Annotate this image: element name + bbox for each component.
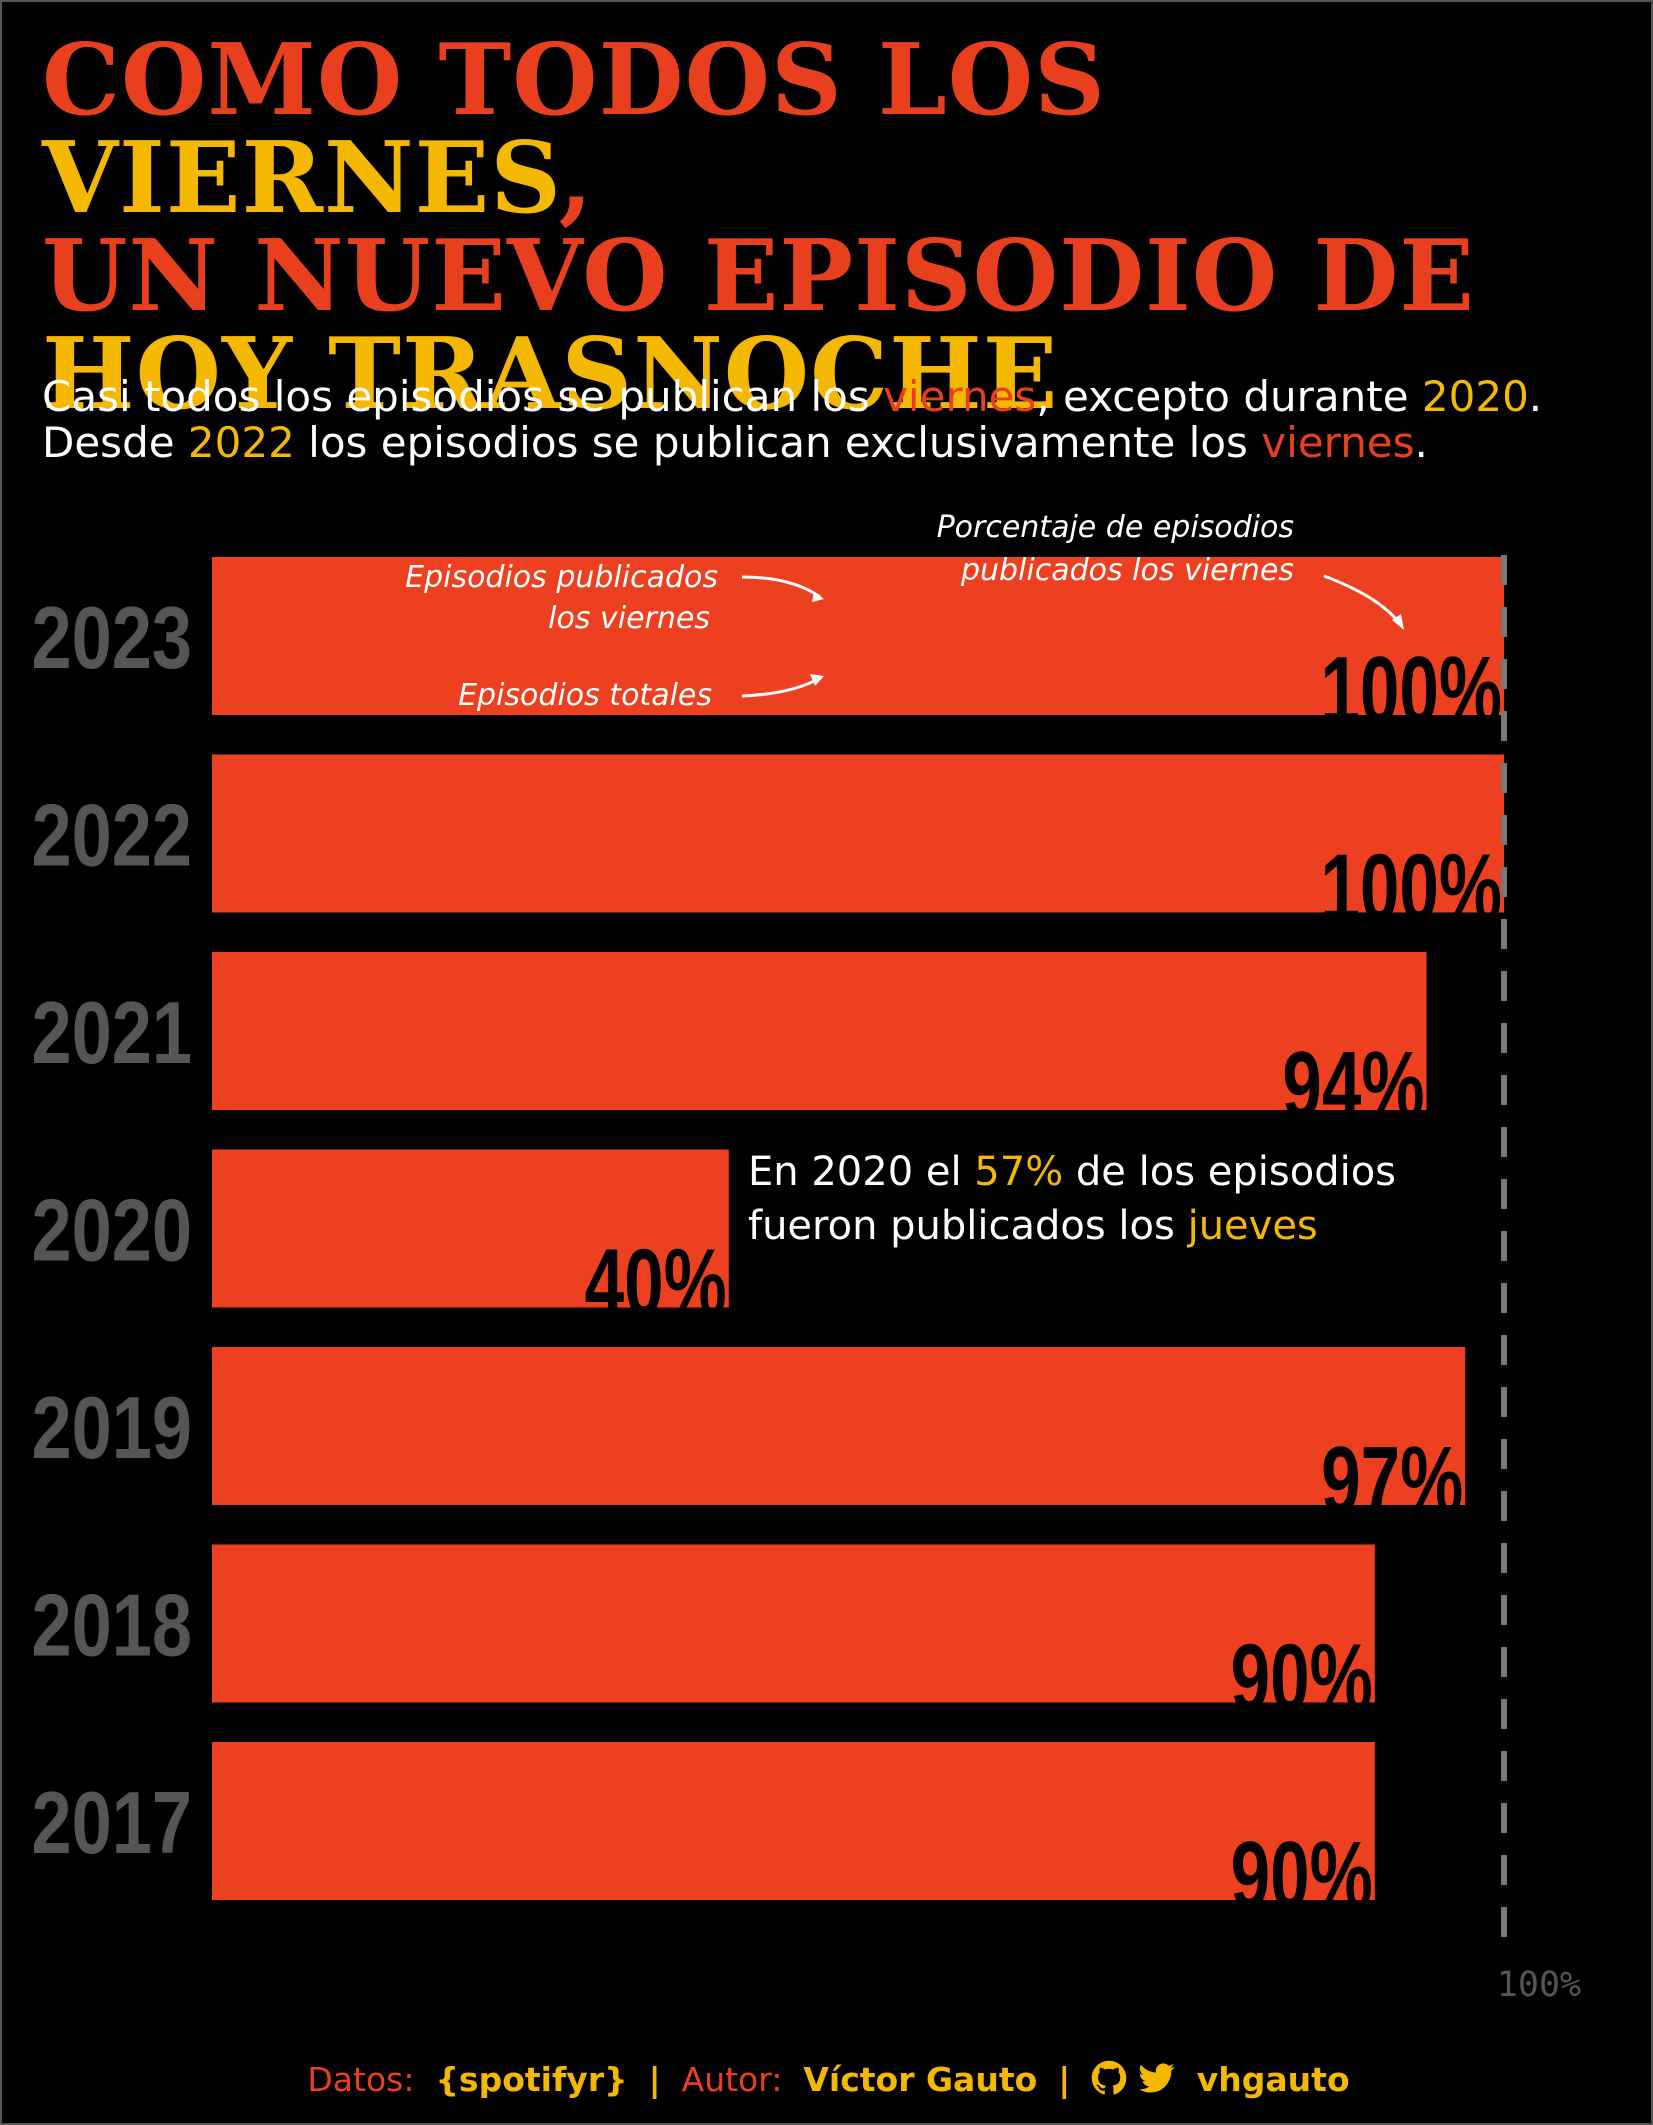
subtitle-l2-c: los episodios se publican exclusivamente… <box>294 418 1262 467</box>
value-label-2017: 90% <box>1231 1822 1373 1929</box>
value-label-2022: 100% <box>1320 834 1502 941</box>
annotation-viernes-l1: Episodios publicados <box>405 560 718 595</box>
footer-autor-label: Autor: <box>681 2060 783 2099</box>
footer-autor-value[interactable]: Víctor Gauto <box>803 2060 1038 2099</box>
subtitle-l2-viernes: viernes <box>1261 418 1415 467</box>
subtitle-l1-a: Casi todos los episodios se publican los <box>42 372 884 421</box>
title-line1-a: COMO TODOS LOS <box>42 23 1106 138</box>
subtitle-l2-2022: 2022 <box>187 418 295 467</box>
annotation-viernes-l2: los viernes <box>548 601 710 636</box>
year-label-2021: 2021 <box>31 984 192 1082</box>
subtitle-l2-e: . <box>1414 418 1428 467</box>
footer-datos-value: {spotifyr} <box>435 2060 628 2099</box>
value-label-2018: 90% <box>1231 1624 1373 1731</box>
value-label-2021: 94% <box>1282 1032 1424 1139</box>
value-label-2020: 40% <box>585 1229 727 1336</box>
bar-2019 <box>212 1347 1466 1505</box>
value-label-2019: 97% <box>1321 1427 1463 1534</box>
note-l2-a: fueron publicados los <box>748 1203 1188 1249</box>
note-l1-a: En 2020 el <box>748 1149 974 1195</box>
title-line2: UN NUEVO EPISODIO DE <box>42 219 1476 334</box>
subtitle-l1-viernes: viernes <box>883 372 1037 421</box>
github-icon[interactable] <box>1091 2060 1127 2096</box>
note-l1-pct: 57% <box>974 1149 1063 1195</box>
footer-handle[interactable]: vhgauto <box>1196 2060 1350 2099</box>
footer-sep-2: | <box>1058 2060 1071 2099</box>
year-label-2023: 2023 <box>31 589 192 687</box>
year-label-2019: 2019 <box>31 1379 192 1477</box>
subtitle-l1-c: , excepto durante <box>1036 372 1422 421</box>
title-line3: HOY TRASNOCHE <box>42 317 1059 432</box>
twitter-icon[interactable] <box>1138 2060 1176 2096</box>
annotation-pct-l2: publicados los viernes <box>960 553 1294 588</box>
year-label-2022: 2022 <box>31 787 192 885</box>
footer: Datos: {spotifyr} | Autor: Víctor Gauto … <box>2 2060 1653 2099</box>
note-line2: fueron publicados los jueves <box>748 1203 1318 1249</box>
bars-layer: 2023 100% 2022 100% 2021 94% 2020 40% 2019 97% 201… <box>31 557 1504 1928</box>
legend-annotations: Episodios publicados los viernes Episodi… <box>405 510 1404 713</box>
bar-2023 <box>212 557 1504 715</box>
page-title: COMO TODOS LOS VIERNES, UN NUEVO EPISODI… <box>42 32 1642 424</box>
year-label-2017: 2017 <box>31 1774 192 1872</box>
subtitle: Casi todos los episodios se publican los… <box>42 374 1622 466</box>
year-label-2018: 2018 <box>31 1577 192 1675</box>
reference-line-label: 100% <box>1497 1965 1581 2005</box>
subtitle-l2-a: Desde <box>42 418 188 467</box>
footer-sep-1: | <box>648 2060 661 2099</box>
subtitle-l1-2020: 2020 <box>1421 372 1529 421</box>
note-line1: En 2020 el 57% de los episodios <box>748 1149 1396 1195</box>
note-2020: En 2020 el 57% de los episodios fueron p… <box>748 1149 1396 1249</box>
bar-2022 <box>212 754 1504 913</box>
bar-2017 <box>212 1742 1375 1900</box>
annotation-pct-l1: Porcentaje de episodios <box>937 510 1294 545</box>
title-line1-highlight: VIERNES <box>42 121 559 236</box>
note-l2-jueves: jueves <box>1187 1203 1318 1249</box>
note-l1-c: de los episodios <box>1063 1149 1396 1195</box>
title-line1-comma: , <box>558 121 594 236</box>
arrowhead-totales <box>810 674 824 686</box>
bar-2020 <box>212 1149 729 1308</box>
bar-2018 <box>212 1544 1375 1703</box>
bar-2021 <box>212 952 1427 1110</box>
arrowhead-viernes <box>812 592 824 602</box>
value-label-2023: 100% <box>1320 637 1502 744</box>
annotation-totales: Episodios totales <box>458 678 712 713</box>
footer-datos-label: Datos: <box>307 2060 415 2099</box>
year-label-2020: 2020 <box>31 1182 192 1280</box>
arrowhead-pct <box>1392 614 1404 630</box>
bar-chart: 2023 100% 2022 100% 2021 94% 2020 40% 2019 97% 201… <box>31 510 1581 2005</box>
subtitle-l1-e: . <box>1528 372 1543 421</box>
